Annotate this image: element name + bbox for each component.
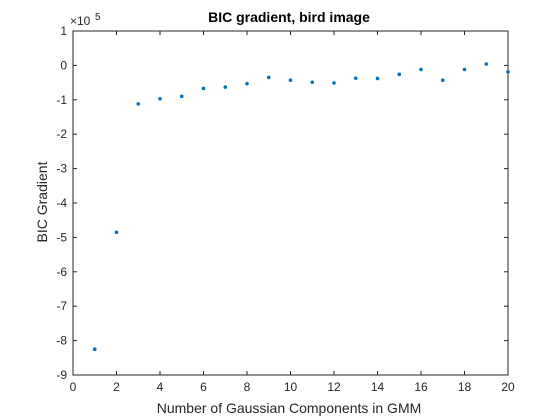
- y-tick-label: -5: [56, 230, 67, 244]
- data-point: [136, 102, 141, 106]
- x-tick-label: 4: [157, 380, 164, 394]
- data-point: [266, 75, 271, 80]
- data-point: [332, 81, 336, 85]
- x-tick-label: 6: [200, 380, 207, 394]
- x-tick-label: 20: [501, 380, 515, 394]
- data-point: [114, 230, 119, 235]
- x-tick-label: 14: [371, 380, 385, 394]
- chart-title: BIC gradient, bird image: [208, 9, 370, 25]
- y-axis-label: BIC Gradient: [34, 161, 50, 242]
- y-tick-label: -7: [56, 299, 67, 313]
- y-tick-label: -8: [56, 334, 67, 348]
- x-tick-label: 8: [244, 380, 251, 394]
- y-tick-label: -1: [56, 93, 67, 107]
- y-tick-label: -4: [56, 196, 67, 210]
- y-axis-ticks: -9 -8 -7 -6 -5 -4 -3 -2 -1 0 1: [56, 24, 508, 382]
- x-tick-label: 12: [327, 380, 341, 394]
- data-point: [223, 85, 228, 89]
- y-axis-multiplier-exponent: 5: [95, 12, 101, 23]
- x-tick-label: 18: [458, 380, 472, 394]
- plot-box: [72, 30, 509, 376]
- data-point: [506, 70, 510, 74]
- y-tick-label: -9: [56, 368, 67, 382]
- data-point: [179, 94, 184, 99]
- data-point: [375, 76, 380, 81]
- y-tick-label: 1: [60, 24, 67, 38]
- data-point: [440, 78, 445, 82]
- y-tick-label: -6: [56, 265, 67, 279]
- y-axis-multiplier: ×10: [70, 14, 91, 28]
- data-point: [419, 67, 423, 72]
- x-axis-label: Number of Gaussian Components in GMM: [157, 400, 422, 416]
- data-point: [353, 76, 358, 80]
- plot-frame: [72, 30, 509, 376]
- data-point: [484, 62, 489, 66]
- x-axis-ticks: 0 2 4 6 8 10 12 14 16 18 20: [70, 31, 515, 394]
- x-tick-label: 10: [284, 380, 298, 394]
- data-point: [92, 347, 97, 352]
- data-point: [462, 67, 467, 72]
- data-point: [201, 86, 206, 91]
- x-tick-label: 0: [70, 380, 77, 394]
- data-point: [397, 72, 402, 77]
- y-tick-label: -3: [56, 162, 67, 176]
- data-point: [158, 96, 162, 101]
- data-points: [92, 62, 510, 352]
- x-tick-label: 2: [113, 380, 120, 394]
- data-point: [310, 80, 315, 85]
- data-point: [245, 81, 249, 86]
- x-tick-label: 16: [414, 380, 428, 394]
- y-tick-label: 0: [60, 58, 67, 72]
- y-tick-label: -2: [56, 127, 67, 141]
- data-point: [288, 78, 293, 82]
